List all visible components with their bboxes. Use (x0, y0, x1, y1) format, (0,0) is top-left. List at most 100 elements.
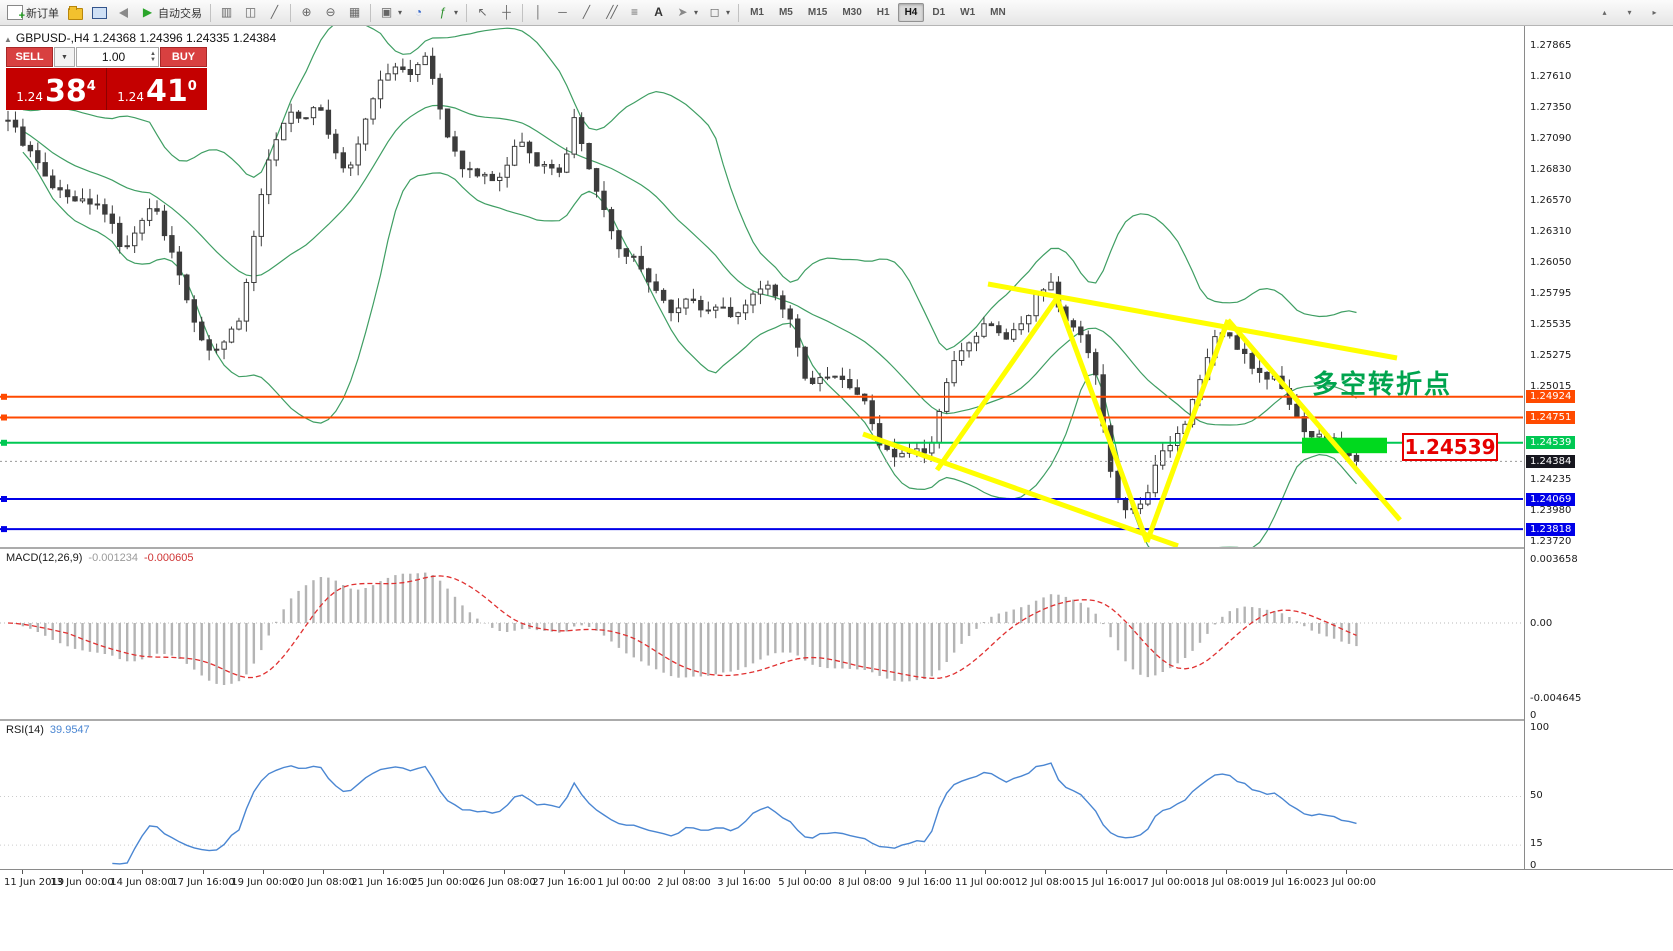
timeframe-m1-button[interactable]: M1 (743, 3, 771, 22)
rsi-line (112, 762, 1357, 865)
trendline[interactable] (1144, 319, 1231, 543)
support-line-price-tag: 1.23818 (1526, 523, 1576, 536)
one-click-collapse-icon[interactable]: ▲ (4, 35, 12, 44)
time-tick (1346, 870, 1347, 874)
horizontal-line[interactable] (0, 439, 1523, 446)
market-watch-button[interactable] (88, 2, 111, 23)
price-tick-label: 1.27865 (1530, 40, 1572, 51)
arrows-button[interactable]: ➤ ▾ (671, 2, 702, 23)
ask-price[interactable]: 1.24 41 0 (107, 68, 207, 110)
timeframe-w1-button[interactable]: W1 (953, 3, 982, 22)
charts-folder-button[interactable] (64, 2, 87, 23)
main-chart-panel[interactable]: ▲ GBPUSD-,H4 1.24368 1.24396 1.24335 1.24… (0, 26, 1523, 547)
indicator-fx-icon: ƒ (439, 5, 446, 19)
channel-button[interactable]: ╱╱ (599, 2, 622, 23)
timeframe-mn-button[interactable]: MN (983, 3, 1013, 22)
tile-windows-button[interactable]: ▣ ▾ (375, 2, 406, 23)
fibonacci-button[interactable]: ≡ (623, 2, 646, 23)
macd-histogram (14, 572, 1358, 685)
line-chart-button[interactable]: ╱ (263, 2, 286, 23)
monitor-icon (92, 6, 107, 19)
toolbar-scroll-down-button[interactable]: ▾ (1618, 2, 1641, 23)
sell-button[interactable]: SELL (6, 47, 53, 67)
trendline[interactable] (934, 296, 1060, 472)
buy-button[interactable]: BUY (160, 47, 207, 67)
alerts-button[interactable] (112, 2, 135, 23)
rsi-panel[interactable]: RSI(14) 39.9547 (0, 721, 1523, 869)
timeframe-d1-button[interactable]: D1 (925, 3, 952, 22)
volume-input[interactable]: 1.00 ▲ ▼ (75, 47, 159, 67)
trendline-icon: ╱ (582, 5, 591, 19)
price-tick-label: 1.27090 (1530, 133, 1572, 144)
ask-pip-digit: 0 (187, 79, 197, 94)
rsi-plot[interactable] (0, 721, 1523, 869)
timeframe-h1-button[interactable]: H1 (870, 3, 897, 22)
panel-splitter[interactable] (0, 719, 1673, 721)
horizontal-line[interactable] (0, 496, 1523, 502)
new-order-button[interactable]: 新订单 (3, 2, 63, 24)
horizontal-line[interactable] (0, 526, 1523, 533)
zoom-in-icon: ⊕ (301, 5, 312, 19)
price-axis[interactable]: 1.27865 1.27610 1.27350 1.27090 1.26830 1.265… (1524, 26, 1673, 871)
toolbar-separator (210, 3, 211, 22)
auto-trading-button[interactable]: ▶ 自动交易 (136, 2, 206, 23)
trendline[interactable] (1226, 318, 1402, 522)
time-label: 2 Jul 08:00 (657, 877, 711, 888)
macd-panel[interactable]: MACD(12,26,9) -0.001234 -0.000605 (0, 549, 1523, 719)
macd-plot[interactable] (0, 549, 1523, 719)
text-button[interactable]: A (647, 2, 670, 23)
period-clock-button[interactable]: ◔ (407, 2, 430, 23)
spinner-up-icon: ▲ (150, 51, 156, 57)
indicators-button[interactable]: ƒ ▾ (431, 2, 462, 23)
trendline-button[interactable]: ╱ (575, 2, 598, 23)
toolbar-scroll-up-button[interactable]: ▴ (1593, 2, 1616, 23)
horizontal-line[interactable] (0, 414, 1523, 421)
volume-spinner[interactable]: ▲ ▼ (150, 51, 158, 63)
grid-button[interactable]: ▦ (343, 2, 366, 23)
candlestick-chart-button[interactable]: ◫ (239, 2, 262, 23)
trendline[interactable] (987, 281, 1398, 361)
horizontal-line[interactable] (0, 393, 1523, 400)
trendline[interactable] (862, 431, 1179, 547)
time-tick (1045, 870, 1046, 874)
resistance-line-price-tag: 1.24751 (1526, 411, 1576, 424)
vertical-line-button[interactable]: │ (527, 2, 550, 23)
time-label: 8 Jul 08:00 (838, 877, 892, 888)
order-type-dropdown[interactable]: ▼ (54, 47, 75, 67)
text-icon: A (654, 5, 663, 19)
rsi-axis-label: 15 (1530, 838, 1543, 849)
timeframe-m15-button[interactable]: M15 (801, 3, 834, 22)
time-tick (443, 870, 444, 874)
timeframe-m5-button[interactable]: M5 (772, 3, 800, 22)
highlight-box[interactable] (1302, 437, 1387, 454)
cursor-button[interactable]: ↖ (471, 2, 494, 23)
trendline[interactable] (1054, 297, 1150, 543)
time-tick (142, 870, 143, 874)
timeframe-m30-button[interactable]: M30 (835, 3, 868, 22)
shapes-button[interactable]: ◻ ▾ (703, 2, 734, 23)
new-order-label: 新订单 (26, 7, 59, 20)
time-label: 21 Jun 16:00 (351, 877, 415, 888)
toolbar-more-button[interactable]: ▸ (1643, 2, 1666, 23)
time-label: 11 Jun 2019 (4, 877, 65, 888)
time-label: 23 Jul 00:00 (1316, 877, 1376, 888)
time-axis[interactable]: 11 Jun 2019 13 Jun 00:00 14 Jun 08:00 17 Ju… (0, 869, 1673, 894)
toolbar-separator (522, 3, 524, 22)
chart-plot[interactable] (0, 26, 1523, 547)
macd-signal-line (7, 575, 1357, 680)
crosshair-button[interactable]: ┼ (495, 2, 518, 23)
bar-chart-button[interactable]: ▥ (215, 2, 238, 23)
toolbar-separator (466, 3, 468, 22)
zoom-out-button[interactable]: ⊖ (319, 2, 342, 23)
macd-axis-label: 0.00 (1530, 618, 1553, 629)
bid-price[interactable]: 1.24 38 4 (6, 68, 107, 110)
horizontal-line-button[interactable]: ─ (551, 2, 574, 23)
rsi-axis-label: 100 (1530, 722, 1550, 733)
price-tick-label: 1.24235 (1530, 474, 1572, 485)
price-tick-label: 1.25275 (1530, 350, 1572, 361)
candlesticks[interactable] (5, 47, 1360, 519)
time-label: 19 Jun 00:00 (231, 877, 295, 888)
zoom-in-button[interactable]: ⊕ (295, 2, 318, 23)
panel-splitter[interactable] (0, 547, 1673, 549)
timeframe-h4-button[interactable]: H4 (897, 3, 925, 22)
